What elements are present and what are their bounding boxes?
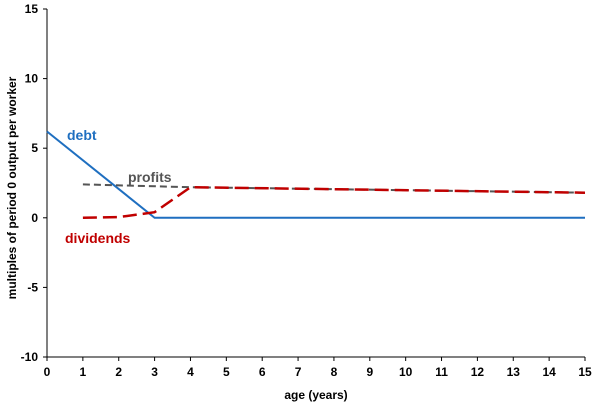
x-tick-label: 10 <box>399 365 413 379</box>
series-labels: debt profits dividends <box>65 127 172 246</box>
x-tick-label: 7 <box>295 365 302 379</box>
series-lines <box>46 130 586 220</box>
series-line-dividends <box>82 185 586 220</box>
x-tick-label: 15 <box>578 365 592 379</box>
x-tick-label: 14 <box>542 365 556 379</box>
y-tick-label: 15 <box>25 2 39 16</box>
series-label-dividends: dividends <box>65 230 131 246</box>
x-axis-title: age (years) <box>284 388 347 402</box>
y-tick-label: 5 <box>31 141 38 155</box>
x-tick-label: 0 <box>44 365 51 379</box>
y-tick-label: -5 <box>27 280 38 294</box>
x-tick-label: 5 <box>223 365 230 379</box>
series-label-profits: profits <box>128 169 172 185</box>
x-tick-label: 4 <box>187 365 194 379</box>
y-axis-title: multiples of period 0 output per worker <box>5 76 19 299</box>
y-tick-label: 10 <box>25 72 39 86</box>
series-label-debt: debt <box>67 127 97 143</box>
x-tick-label: 12 <box>471 365 485 379</box>
x-tick-label: 8 <box>331 365 338 379</box>
series-line-profits <box>82 183 586 194</box>
x-tick-label: 9 <box>366 365 373 379</box>
y-tick-label: -10 <box>21 350 39 364</box>
x-tick-label: 1 <box>80 365 87 379</box>
y-tick-label: 0 <box>31 211 38 225</box>
x-tick-label: 11 <box>435 365 448 379</box>
x-tick-label: 2 <box>115 365 122 379</box>
x-tick-label: 3 <box>151 365 158 379</box>
series-line-debt <box>46 130 585 219</box>
x-tick-label: 6 <box>259 365 266 379</box>
x-tick-label: 13 <box>507 365 521 379</box>
